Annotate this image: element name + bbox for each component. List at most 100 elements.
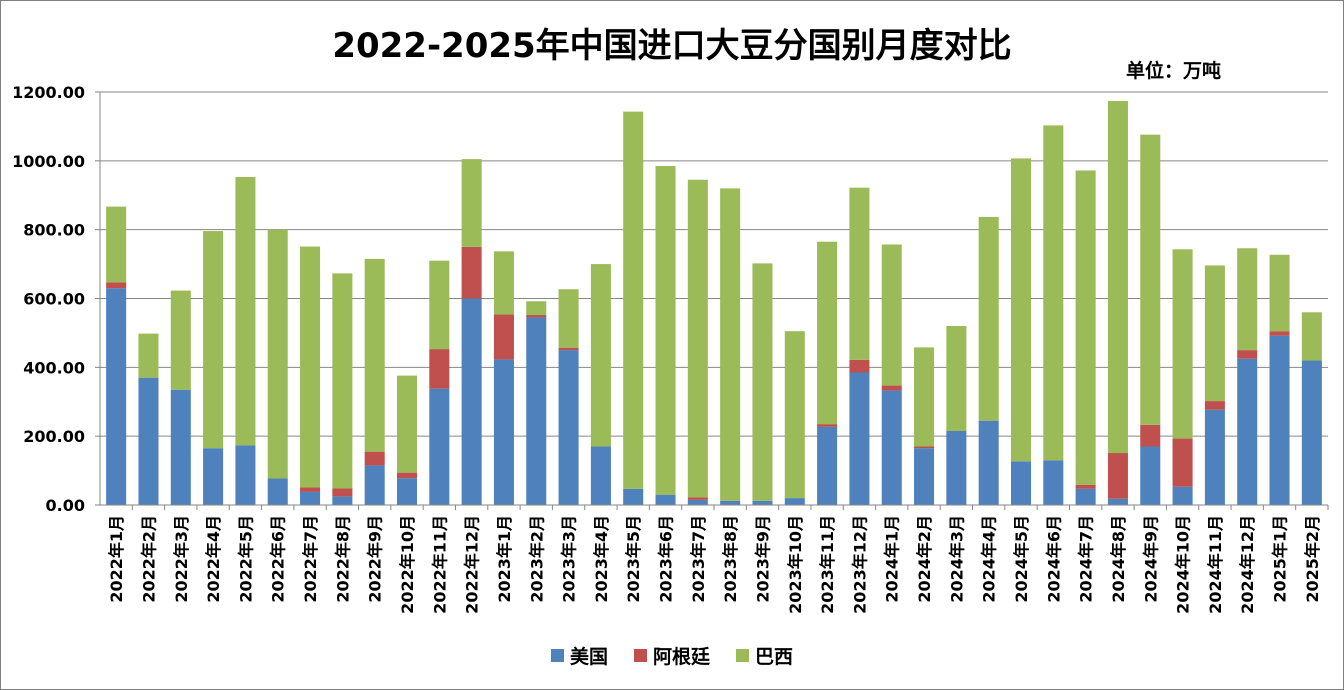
bar-segment-2 xyxy=(817,241,838,425)
bar-segment-2 xyxy=(1237,248,1258,351)
bar-segment-0 xyxy=(396,478,418,505)
bar-segment-0 xyxy=(1301,360,1322,505)
bar-segment-0 xyxy=(332,496,353,505)
x-tick-label: 2022年10月 xyxy=(398,515,417,614)
legend-item: 巴西 xyxy=(736,642,793,669)
bar-segment-0 xyxy=(170,389,191,505)
bar-segment-1 xyxy=(300,487,321,492)
bar-segment-2 xyxy=(1107,100,1128,454)
bar-segment-0 xyxy=(1043,460,1064,505)
bar-segment-2 xyxy=(1043,125,1064,461)
bar-segment-2 xyxy=(687,179,708,498)
bar-segment-0 xyxy=(1010,461,1032,505)
bar-segment-1 xyxy=(849,359,870,373)
x-tick-label: 2023年8月 xyxy=(721,515,740,603)
bar-segment-0 xyxy=(235,445,256,505)
bar-segment-2 xyxy=(978,216,999,421)
bar-segment-1 xyxy=(881,385,902,391)
legend-label: 阿根廷 xyxy=(652,646,710,668)
chart-legend: 美国 阿根廷 巴西 xyxy=(0,642,1344,669)
x-tick-label: 2022年7月 xyxy=(301,515,320,603)
bar-segment-0 xyxy=(203,448,224,505)
legend-swatch xyxy=(633,649,647,662)
bar-segment-1 xyxy=(461,246,482,299)
bar-segment-2 xyxy=(364,258,385,452)
bar-segment-1 xyxy=(558,347,579,351)
bar-segment-1 xyxy=(1204,401,1225,410)
bar-segment-1 xyxy=(364,451,385,466)
chart-title: 2022-2025年中国进口大豆分国别月度对比 xyxy=(332,26,1012,66)
y-tick-label: 1000.00 xyxy=(12,152,85,171)
bar-segment-2 xyxy=(1301,312,1322,361)
legend-label: 巴西 xyxy=(755,646,794,668)
bar-segment-0 xyxy=(138,377,159,505)
bar-segment-2 xyxy=(558,289,579,348)
x-tick-label: 2023年7月 xyxy=(689,515,708,603)
bar-segment-2 xyxy=(138,333,159,378)
bar-segment-1 xyxy=(914,446,935,449)
legend-item: 美国 xyxy=(550,642,608,669)
x-tick-label: 2024年4月 xyxy=(980,515,999,603)
bar-segment-0 xyxy=(1237,358,1258,505)
bar-segment-0 xyxy=(493,359,514,505)
x-tick-label: 2023年3月 xyxy=(560,515,579,603)
bar-segment-2 xyxy=(235,177,256,446)
x-tick-label: 2023年4月 xyxy=(592,515,611,603)
bar-segment-1 xyxy=(817,424,838,427)
bar-segment-0 xyxy=(429,388,450,505)
legend-label: 美国 xyxy=(569,646,608,668)
bar-segment-0 xyxy=(1269,335,1290,505)
y-tick-label: 800.00 xyxy=(23,221,85,240)
bar-segment-0 xyxy=(526,317,547,505)
bar-segment-0 xyxy=(558,350,579,505)
bar-segment-1 xyxy=(1172,438,1193,487)
bar-segment-1 xyxy=(332,488,353,497)
bar-segment-0 xyxy=(590,446,611,505)
bar-segment-0 xyxy=(914,448,935,505)
x-tick-label: 2022年11月 xyxy=(430,515,449,614)
bar-segment-2 xyxy=(203,231,224,449)
bar-segment-2 xyxy=(590,264,611,447)
legend-item: 阿根廷 xyxy=(633,642,710,669)
x-tick-label: 2024年5月 xyxy=(1012,515,1031,603)
bar-segment-2 xyxy=(300,246,321,488)
bar-segment-2 xyxy=(881,244,902,386)
x-tick-label: 2024年1月 xyxy=(883,515,902,603)
x-tick-label: 2023年5月 xyxy=(624,515,643,603)
bar-segment-2 xyxy=(461,159,482,247)
bar-segment-0 xyxy=(687,499,708,505)
bar-segment-2 xyxy=(429,260,450,350)
bar-segment-1 xyxy=(526,315,547,318)
x-tick-label: 2022年8月 xyxy=(333,515,352,603)
x-tick-label: 2024年6月 xyxy=(1044,515,1063,603)
x-tick-label: 2023年6月 xyxy=(657,515,676,603)
bar-segment-2 xyxy=(526,301,547,316)
x-tick-label: 2024年8月 xyxy=(1109,515,1128,603)
y-tick-label: 400.00 xyxy=(23,358,85,377)
x-tick-label: 2023年1月 xyxy=(495,515,514,603)
bar-segment-1 xyxy=(1075,484,1096,489)
x-tick-label: 2024年9月 xyxy=(1141,515,1160,603)
bar-segment-0 xyxy=(300,491,321,505)
bar-segment-2 xyxy=(396,375,418,473)
bar-segment-0 xyxy=(1140,446,1161,505)
x-tick-label: 2022年6月 xyxy=(269,515,288,603)
bar-segment-2 xyxy=(267,229,288,479)
bar-segment-1 xyxy=(429,349,450,389)
bar-segment-0 xyxy=(849,372,870,505)
bar-segment-2 xyxy=(170,290,191,390)
y-tick-label: 0.00 xyxy=(46,496,85,515)
bar-segment-2 xyxy=(106,206,127,283)
bar-segment-0 xyxy=(1075,488,1096,505)
bar-segment-1 xyxy=(493,314,514,360)
bar-segment-0 xyxy=(1172,486,1193,505)
legend-swatch xyxy=(550,649,564,662)
bar-segment-2 xyxy=(1140,134,1161,425)
bar-segment-2 xyxy=(493,251,514,315)
bar-segment-0 xyxy=(364,465,385,505)
x-tick-label: 2024年10月 xyxy=(1174,515,1193,614)
bar-segment-1 xyxy=(1107,453,1128,499)
bar-segment-1 xyxy=(106,282,127,289)
bar-segment-0 xyxy=(1107,498,1128,505)
bar-segment-2 xyxy=(752,263,773,501)
